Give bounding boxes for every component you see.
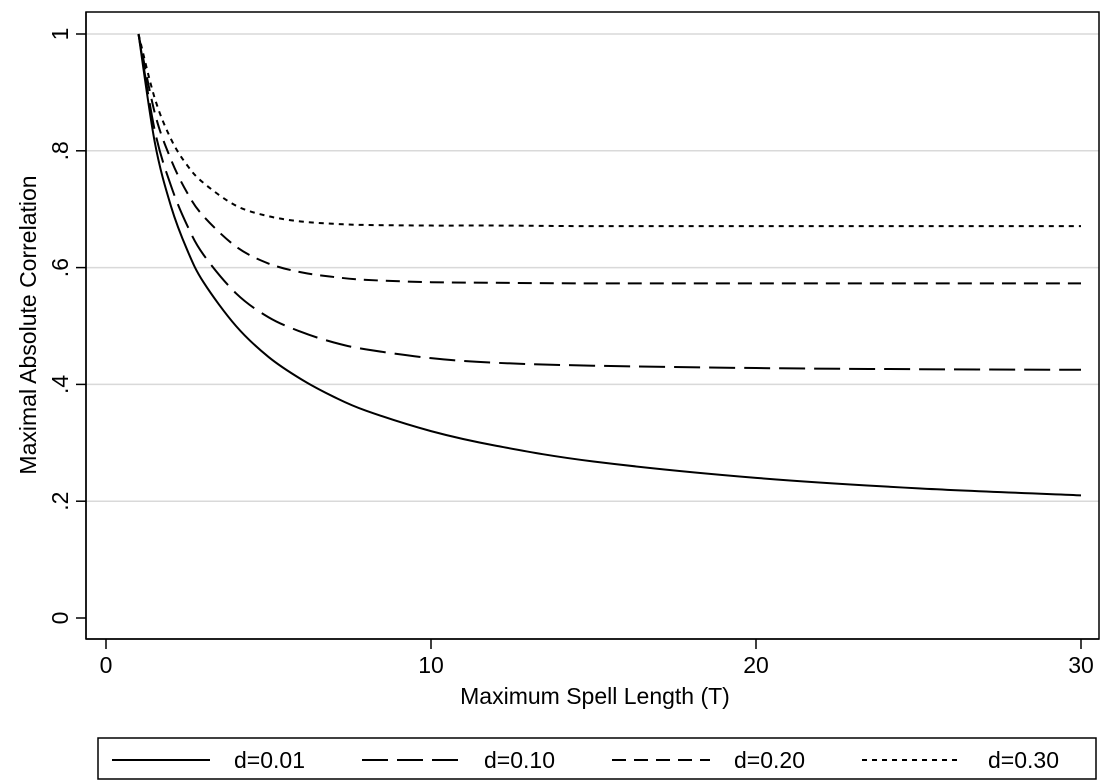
y-tick-label: .6 [47,258,73,277]
y-tick-label: .2 [47,492,73,511]
legend-box [97,737,1097,780]
grid-lines [86,33,1099,502]
legend: d=0.01 d=0.10 d=0.20 d=0.30 [112,747,1059,773]
y-axis-title: Maximal Absolute Correlation [15,175,41,474]
legend-label-4: d=0.30 [988,747,1059,773]
series-line-3 [137,33,1081,285]
legend-label-1: d=0.01 [234,747,305,773]
x-axis-title: Maximum Spell Length (T) [460,683,730,709]
y-tick-label: 1 [47,28,73,41]
x-tick-label: 0 [100,652,113,678]
legend-label-3: d=0.20 [734,747,805,773]
legend-label-2: d=0.10 [484,747,555,773]
x-tick-label: 10 [418,652,444,678]
x-tick-label: 20 [743,652,769,678]
series-line-2 [137,33,1082,371]
x-tick-label: 30 [1068,652,1094,678]
axes: 0.2.4.6.810 10 20 30 [47,12,1099,678]
series-lines [137,33,1082,497]
y-tick-label: .8 [47,141,73,160]
series-line-1 [137,33,1082,497]
y-tick-label: 0 [47,612,73,625]
y-tick-label: .4 [47,375,73,394]
